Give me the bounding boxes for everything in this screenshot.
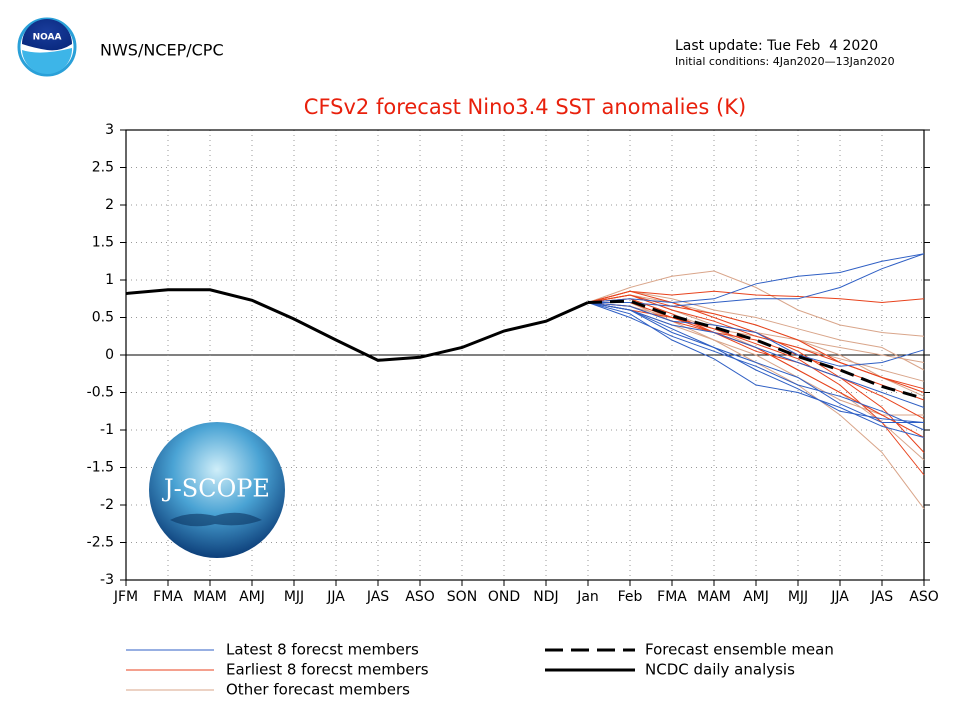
noaa-text: NOAA xyxy=(33,33,62,43)
legend: Latest 8 forecst members Earliest 8 forec… xyxy=(126,641,834,699)
jscope-text: J-SCOPE xyxy=(161,475,270,503)
x-tick-label: OND xyxy=(488,589,520,605)
x-tick-label: JJA xyxy=(326,589,345,605)
x-tick-label: JJA xyxy=(830,589,849,605)
y-tick-label: -3 xyxy=(100,572,114,588)
initial-conditions: Initial conditions: 4Jan2020—13Jan2020 xyxy=(675,55,895,68)
member-line xyxy=(587,302,925,420)
y-tick-label: -2 xyxy=(100,497,114,513)
x-tick-label: FMA xyxy=(657,589,687,605)
member-line xyxy=(587,302,925,408)
x-tick-label: AMJ xyxy=(239,589,265,605)
y-tick-label: 2.5 xyxy=(92,160,114,176)
x-tick-label: JAS xyxy=(870,589,893,605)
last-update: Last update: Tue Feb 4 2020 xyxy=(675,38,878,54)
legend-label: Other forecast members xyxy=(226,681,410,699)
y-tick-label: 1.5 xyxy=(92,235,114,251)
legend-label: NCDC daily analysis xyxy=(645,661,795,679)
y-tick-label: 1 xyxy=(105,272,114,288)
x-tick-label: MJJ xyxy=(284,589,304,605)
x-tick-label: SON xyxy=(447,589,477,605)
jscope-logo: J-SCOPE xyxy=(149,422,285,558)
x-tick-label: JAS xyxy=(366,589,389,605)
member-line xyxy=(587,302,925,367)
legend-label: Earliest 8 forecst members xyxy=(226,661,429,679)
chart-title: CFSv2 forecast Nino3.4 SST anomalies (K) xyxy=(304,95,746,119)
x-tick-label: NDJ xyxy=(533,589,558,605)
member-line xyxy=(587,302,924,423)
x-tick-label: Jan xyxy=(576,589,599,605)
y-tick-label: 0 xyxy=(105,347,114,363)
y-tick-label: -1.5 xyxy=(87,460,114,476)
source: NWS/NCEP/CPC xyxy=(100,41,224,60)
member-line xyxy=(587,302,925,431)
y-tick-label: -0.5 xyxy=(87,385,114,401)
member-line xyxy=(587,270,925,337)
legend-label: Latest 8 forecst members xyxy=(226,641,419,659)
x-tick-label: ASO xyxy=(909,589,938,605)
x-tick-label: FMA xyxy=(153,589,183,605)
member-line xyxy=(587,290,925,371)
x-tick-label: ASO xyxy=(405,589,434,605)
y-tick-label: 2 xyxy=(105,197,114,213)
legend-label: Forecast ensemble mean xyxy=(645,641,834,659)
member-line xyxy=(587,302,925,438)
x-tick-label: Feb xyxy=(618,589,643,605)
x-tick-label: MJJ xyxy=(788,589,808,605)
member-line xyxy=(588,253,925,307)
x-tick-label: JFM xyxy=(113,589,138,605)
member-line xyxy=(587,253,925,304)
x-tick-label: MAM xyxy=(193,589,227,605)
member-line xyxy=(588,302,925,476)
y-tick-label: 0.5 xyxy=(92,310,114,326)
x-tick-label: AMJ xyxy=(743,589,769,605)
member-line xyxy=(587,290,925,304)
series-line xyxy=(587,299,925,400)
noaa-logo: NOAA xyxy=(17,17,77,77)
y-tick-label: 3 xyxy=(105,122,114,138)
y-tick-label: -2.5 xyxy=(87,535,114,551)
x-tick-label: MAM xyxy=(697,589,731,605)
y-tick-label: -1 xyxy=(100,422,114,438)
series-line xyxy=(125,288,589,362)
plot-frame xyxy=(125,129,925,581)
